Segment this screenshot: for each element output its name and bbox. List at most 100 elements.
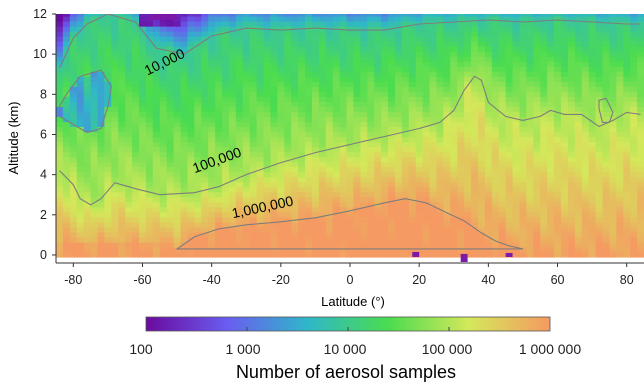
heatmap-cell [152,81,161,87]
heatmap-cell [574,141,583,148]
heatmap-cell [374,136,382,143]
heatmap-cell [249,186,258,193]
heatmap-cell [249,41,258,47]
heatmap-cell [547,236,555,243]
heatmap-cell [111,121,119,128]
heatmap-cell [104,171,112,178]
heatmap-cell [574,211,583,218]
heatmap-cell [166,231,175,238]
heatmap-cell [540,201,548,208]
heatmap-cell [97,246,106,253]
heatmap-cell [346,206,355,213]
heatmap-cell [194,81,202,87]
heatmap-cell [97,161,106,168]
heatmap-cell [609,161,617,168]
heatmap-cell [152,251,161,258]
heatmap-cell [353,36,361,42]
colorbar: 100 1 000 10 000 100 000 1 000 000 [129,316,581,357]
heatmap-cell [242,241,251,248]
heatmap-cell [215,56,223,62]
heatmap-cell [381,201,389,208]
heatmap-cell [83,231,92,238]
heatmap-cell [83,86,92,92]
heatmap-cell [332,191,341,198]
heatmap-cell [125,136,133,143]
heatmap-cell [339,141,348,148]
heatmap-cell [318,151,327,158]
heatmap-cell [567,14,576,17]
heatmap-cell [83,141,92,148]
heatmap-cell [498,231,507,238]
heatmap-cell [540,156,548,163]
heatmap-cell [484,121,493,128]
heatmap-cell [602,201,611,208]
heatmap-cell [242,176,251,183]
heatmap-cell [533,241,541,248]
heatmap-cell [443,201,451,208]
heatmap-cell [180,246,189,253]
heatmap-cell [56,156,64,163]
heatmap-cell [132,201,140,208]
heatmap-cell [477,161,486,168]
heatmap-cell [388,56,396,62]
heatmap-cell [360,216,368,223]
heatmap-cell [394,61,403,67]
heatmap-cell [90,101,99,107]
heatmap-cell [422,151,431,158]
heatmap-cell [215,121,223,128]
heatmap-cell [249,86,258,92]
heatmap-cell [609,14,617,17]
heatmap-cell [457,16,465,22]
heatmap-cell [125,171,133,178]
heatmap-cell [159,231,168,238]
heatmap-cell [422,76,431,82]
heatmap-cell [208,151,216,158]
heatmap-cell [353,226,361,233]
heatmap-cell [436,31,444,37]
heatmap-cell [540,26,548,32]
heatmap-cell [436,101,444,107]
heatmap-cell [457,221,465,228]
heatmap-cell [484,211,493,218]
heatmap-cell [450,41,458,47]
heatmap-cell [609,46,617,52]
heatmap-cell [540,91,548,97]
heatmap-cell [90,146,99,153]
heatmap-cell [394,231,403,238]
heatmap-cell [547,231,555,238]
heatmap-cell [464,26,472,32]
heatmap-cell [367,121,375,128]
heatmap-cell [443,46,451,52]
heatmap-cell [111,146,119,153]
heatmap-cell [526,56,534,62]
heatmap-cell [574,166,583,173]
heatmap-cell [69,46,78,52]
heatmap-cell [104,231,112,238]
heatmap-cell [305,81,313,87]
heatmap-cell [450,126,458,133]
heatmap-cell [353,31,361,37]
heatmap-cell [311,221,320,228]
heatmap-cell [394,116,403,123]
heatmap-cell [201,21,209,27]
heatmap-cell [104,51,112,57]
heatmap-cell [547,41,555,47]
heatmap-cell [208,226,216,233]
heatmap-cell [152,191,161,198]
heatmap-cell [104,221,112,228]
heatmap-cell [291,151,299,158]
heatmap-cell [145,241,154,248]
heatmap-cell [56,211,64,218]
heatmap-cell [588,176,597,183]
heatmap-cell [291,91,299,97]
heatmap-cell [547,191,555,198]
heatmap-cell [616,236,624,243]
heatmap-cell [305,161,313,168]
heatmap-cell [450,131,458,138]
heatmap-cell [311,131,320,138]
heatmap-cell [242,126,251,133]
heatmap-cell [567,171,576,178]
heatmap-cell [187,16,195,22]
heatmap-cell [353,211,361,218]
heatmap-cell [401,126,410,133]
